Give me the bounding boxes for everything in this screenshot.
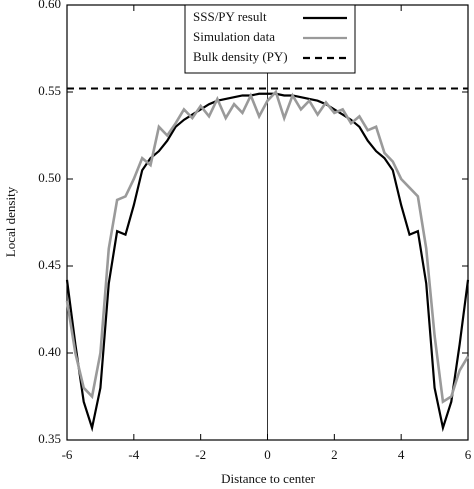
- y-axis-label: Local density: [3, 186, 18, 257]
- x-tick-label: 2: [331, 447, 338, 462]
- x-tick-label: 0: [264, 447, 271, 462]
- legend-label: Simulation data: [193, 29, 275, 44]
- legend-label: SSS/PY result: [193, 9, 267, 24]
- x-tick-label: -2: [195, 447, 206, 462]
- y-tick-label: 0.55: [38, 83, 61, 98]
- x-axis-label: Distance to center: [221, 471, 316, 486]
- x-tick-label: -4: [128, 447, 139, 462]
- y-tick-label: 0.40: [38, 344, 61, 359]
- x-tick-label: -6: [62, 447, 73, 462]
- legend-label: Bulk density (PY): [193, 49, 288, 64]
- y-tick-label: 0.45: [38, 257, 61, 272]
- series-line: [65, 92, 470, 433]
- y-tick-label: 0.60: [38, 0, 61, 11]
- x-tick-label: 4: [398, 447, 405, 462]
- series-line: [65, 89, 470, 404]
- y-tick-label: 0.35: [38, 431, 61, 446]
- y-tick-label: 0.50: [38, 170, 61, 185]
- x-tick-label: 6: [465, 447, 472, 462]
